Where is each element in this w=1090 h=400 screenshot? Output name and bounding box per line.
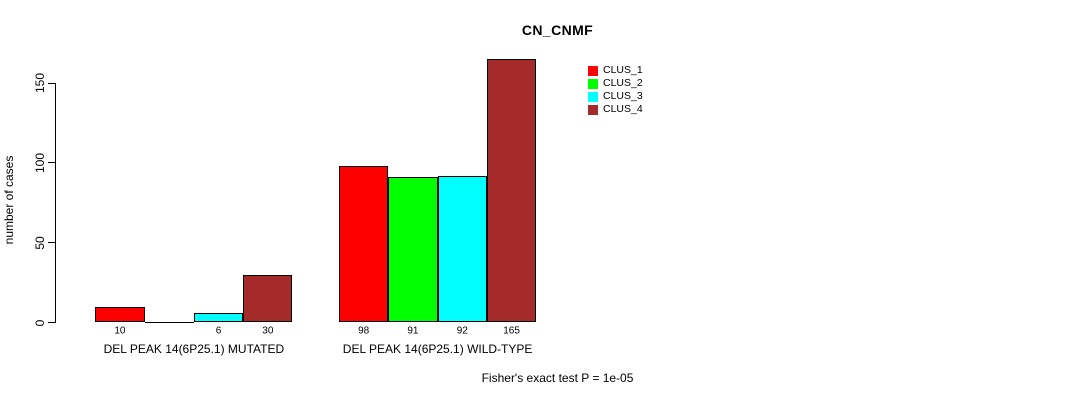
bar-value-label: 10 <box>114 325 126 337</box>
legend-row: CLUS_2 <box>588 77 643 90</box>
legend-row: CLUS_3 <box>588 90 643 103</box>
legend-swatch-icon <box>588 78 598 89</box>
bar-value-label: 98 <box>358 325 370 337</box>
y-axis-label: number of cases <box>2 155 16 245</box>
bar-clus_3 <box>437 175 487 323</box>
legend-swatch-icon <box>588 104 598 115</box>
legend-label: CLUS_1 <box>603 64 643 76</box>
bar-clus_1 <box>95 306 145 323</box>
bar-clus_1 <box>339 166 389 323</box>
bar-clus_4 <box>486 59 537 323</box>
legend: CLUS_1 CLUS_2 CLUS_3 CLUS_4 <box>588 64 643 116</box>
y-tick-label: 150 <box>33 72 47 94</box>
bar-clus_2 <box>144 321 194 323</box>
legend-label: CLUS_3 <box>603 90 643 102</box>
bar-value-label: 92 <box>456 325 468 337</box>
bar-value-label: 91 <box>407 325 419 337</box>
y-tick-label: 100 <box>33 152 47 173</box>
y-tick <box>47 82 56 84</box>
y-tick-label: 0 <box>33 319 47 326</box>
bar-clus_2 <box>388 177 438 323</box>
y-tick <box>47 242 56 244</box>
bar-value-label: 30 <box>262 325 274 337</box>
legend-swatch-icon <box>588 91 598 102</box>
group-label: DEL PEAK 14(6P25.1) WILD-TYPE <box>342 341 533 356</box>
bar-clus_4 <box>243 274 293 323</box>
y-tick <box>47 162 56 164</box>
bar-value-label: 6 <box>215 325 222 337</box>
pvalue-annotation: Fisher's exact test P = 1e-05 <box>481 371 634 385</box>
legend-row: CLUS_1 <box>588 64 643 77</box>
legend-label: CLUS_4 <box>603 103 643 115</box>
legend-row: CLUS_4 <box>588 103 643 116</box>
chart-title: CN_CNMF <box>521 22 594 38</box>
y-axis-line <box>55 82 56 323</box>
legend-swatch-icon <box>588 65 598 76</box>
bar-value-label: 165 <box>503 325 520 337</box>
legend-label: CLUS_2 <box>603 77 643 89</box>
y-tick <box>47 322 56 323</box>
bar-clus_3 <box>193 312 244 323</box>
group-label: DEL PEAK 14(6P25.1) MUTATED <box>103 341 285 356</box>
y-tick-label: 50 <box>33 235 47 250</box>
